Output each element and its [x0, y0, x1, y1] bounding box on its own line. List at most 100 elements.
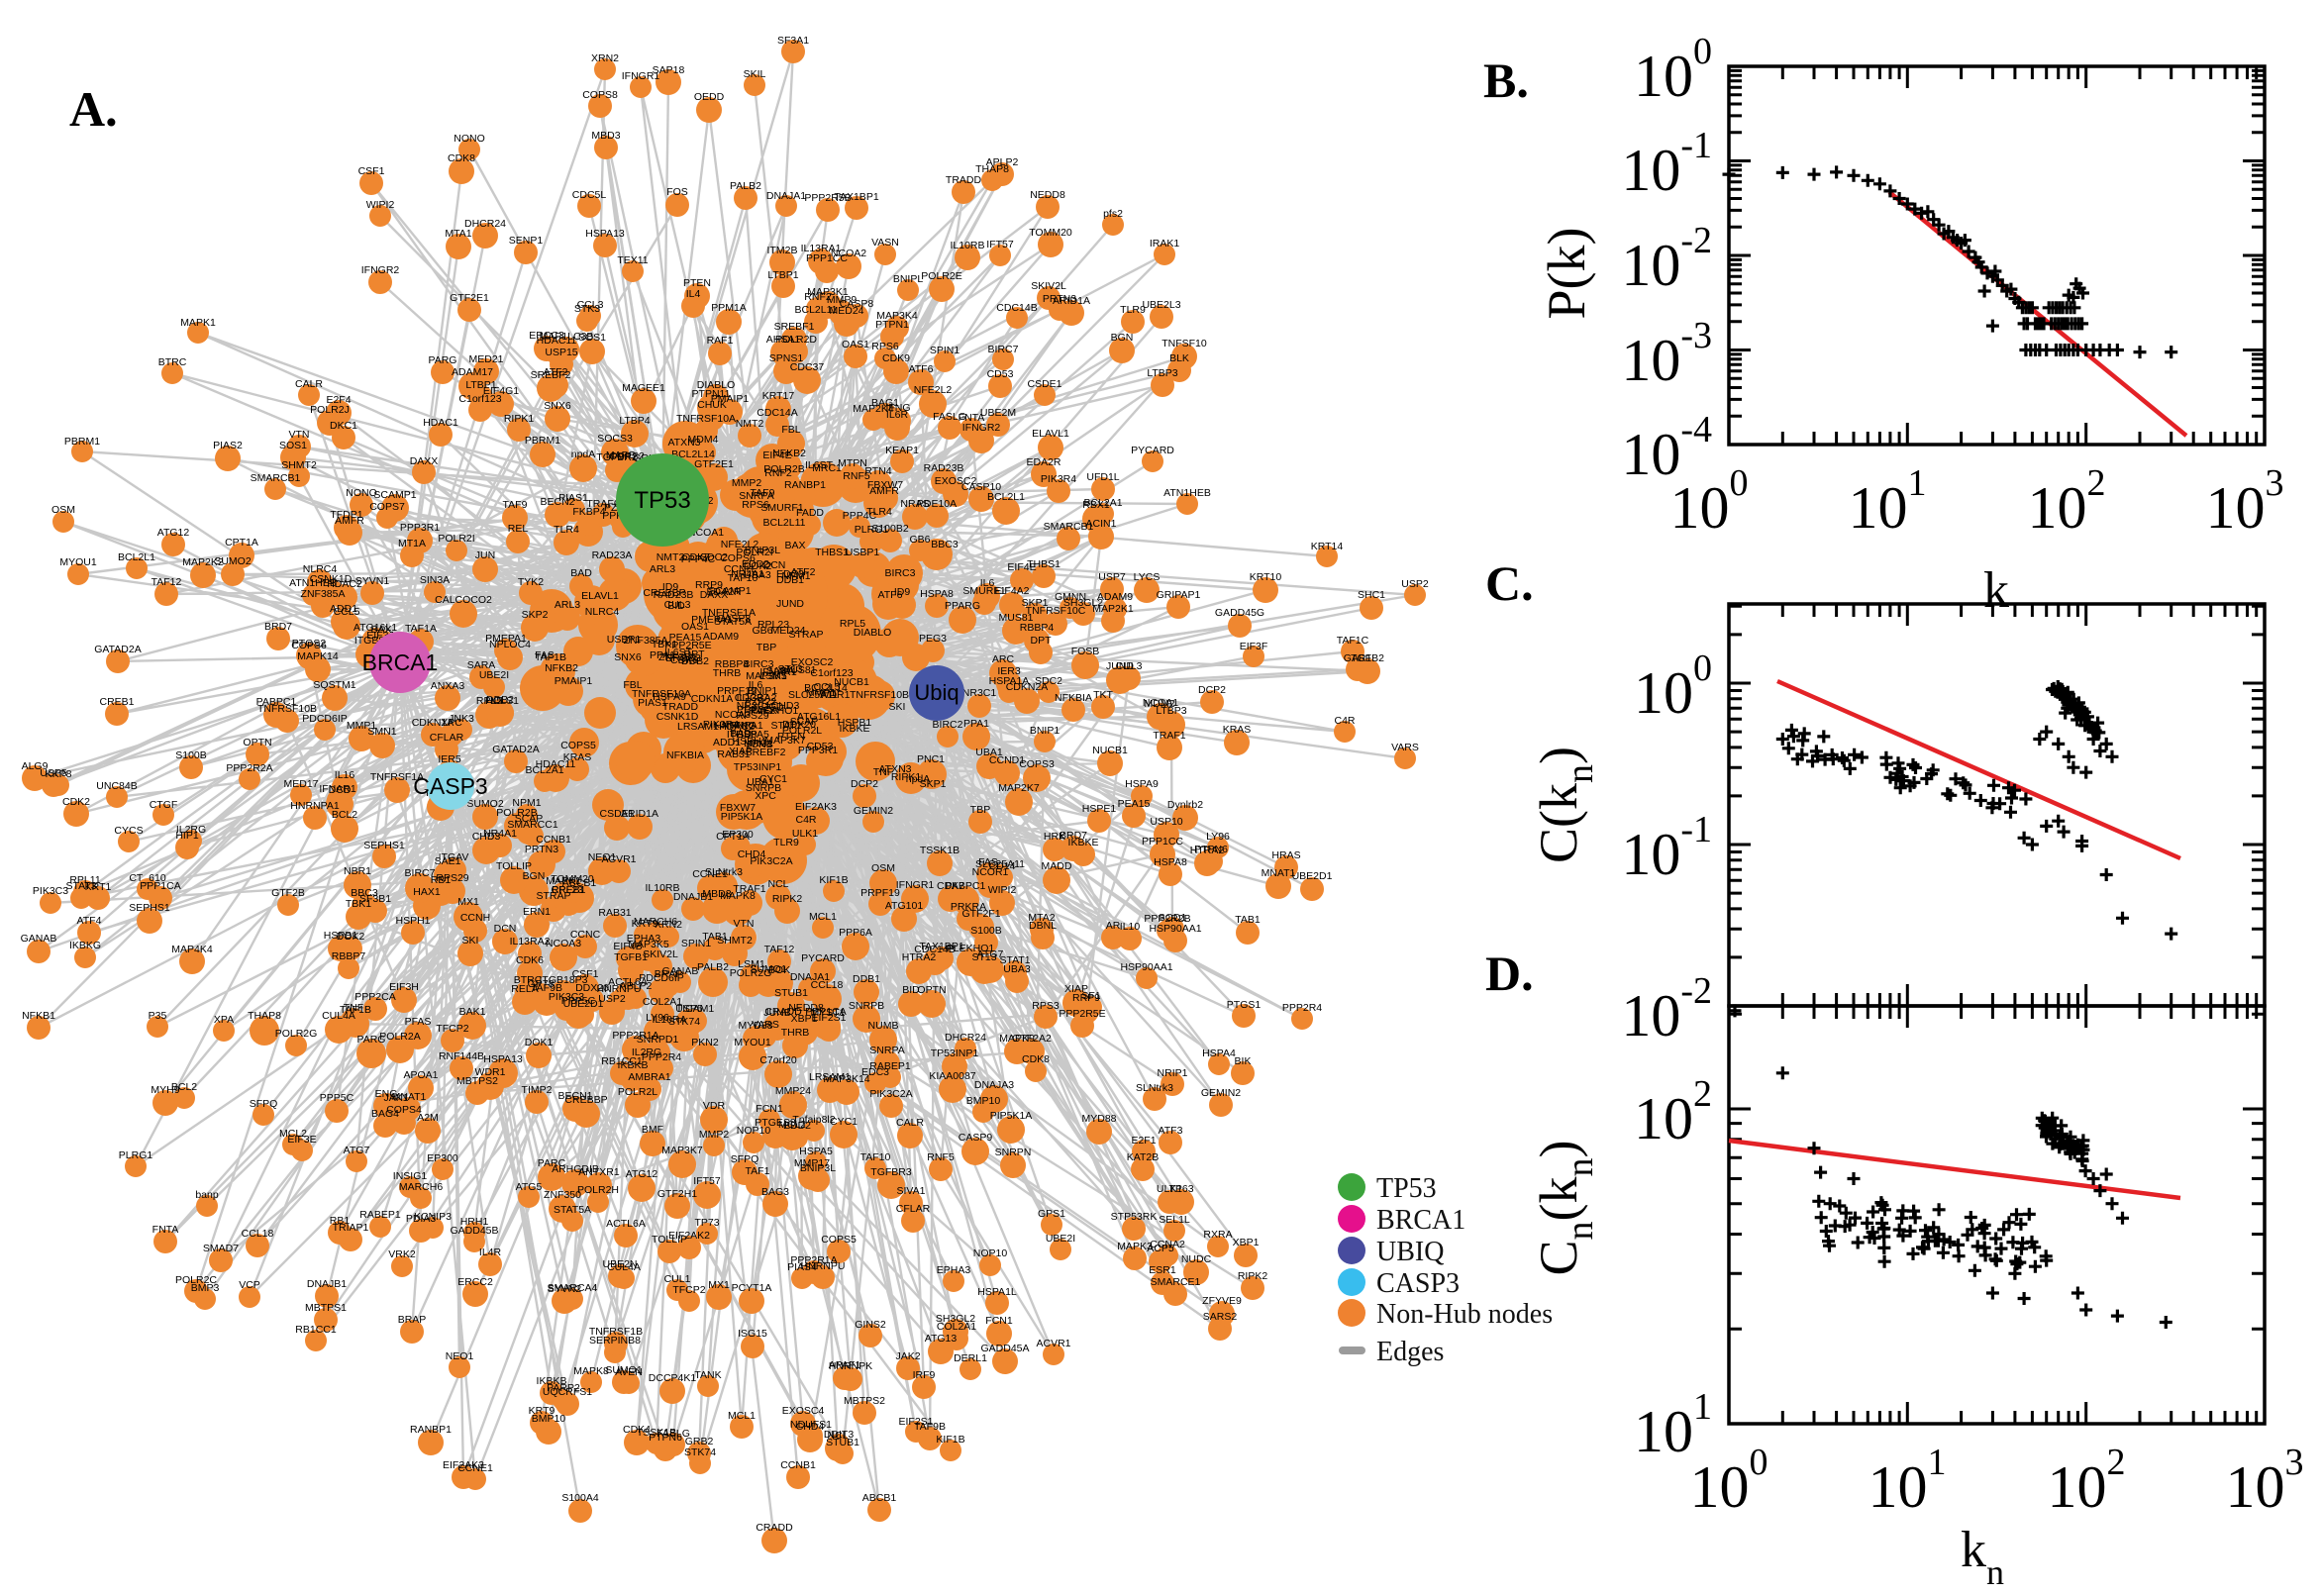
svg-text:IKBKB: IKBKB — [618, 1059, 649, 1071]
svg-text:EIF2AK2: EIF2AK2 — [668, 1230, 710, 1242]
svg-text:EIF3H: EIF3H — [389, 981, 419, 993]
svg-text:STAT1: STAT1 — [999, 954, 1030, 966]
svg-text:RXRA: RXRA — [1203, 1229, 1232, 1241]
svg-text:MYD88: MYD88 — [738, 1020, 772, 1032]
svg-text:ATF3: ATF3 — [1159, 1125, 1183, 1137]
svg-text:UBIQ: UBIQ — [1376, 1237, 1444, 1267]
svg-text:GADD45G: GADD45G — [1215, 607, 1264, 619]
svg-text:CDKN2A: CDKN2A — [1006, 681, 1049, 693]
svg-text:JAK1: JAK1 — [383, 1092, 408, 1104]
svg-text:MUS81: MUS81 — [998, 612, 1033, 624]
svg-text:HDAC2: HDAC2 — [719, 721, 755, 733]
svg-text:CDK7: CDK7 — [682, 551, 710, 563]
svg-text:MMP2: MMP2 — [699, 1129, 729, 1141]
svg-text:TBP: TBP — [757, 642, 776, 653]
svg-text:ACTL6A: ACTL6A — [606, 1218, 646, 1230]
svg-text:KRAS: KRAS — [1223, 724, 1252, 736]
svg-text:ATF2: ATF2 — [791, 566, 816, 578]
svg-text:HSPA13: HSPA13 — [483, 1053, 523, 1065]
svg-text:HNRNPA1: HNRNPA1 — [714, 720, 763, 732]
svg-text:LSM1: LSM1 — [759, 670, 787, 682]
svg-text:CFLAR: CFLAR — [896, 1203, 931, 1215]
svg-text:IER5: IER5 — [438, 753, 461, 765]
svg-text:CDKN1A: CDKN1A — [412, 717, 454, 729]
svg-text:RNF2: RNF2 — [764, 467, 792, 479]
svg-text:NBR1: NBR1 — [344, 865, 371, 877]
svg-text:ADD1: ADD1 — [713, 737, 741, 748]
svg-text:PMAIP1: PMAIP1 — [711, 393, 750, 405]
svg-text:SKP2: SKP2 — [522, 609, 549, 621]
svg-text:DKC1: DKC1 — [330, 420, 357, 432]
svg-text:AHSA1: AHSA1 — [766, 334, 801, 346]
svg-text:MAPK8: MAPK8 — [720, 890, 756, 902]
svg-text:NCOA2: NCOA2 — [831, 248, 866, 259]
svg-text:BLK: BLK — [1169, 352, 1189, 364]
svg-text:IRAK1: IRAK1 — [1150, 238, 1180, 249]
svg-text:NR3C1: NR3C1 — [737, 700, 771, 712]
svg-text:SPNS1: SPNS1 — [769, 352, 804, 364]
svg-text:PLEKHO1: PLEKHO1 — [947, 943, 995, 954]
svg-text:KRT10: KRT10 — [1250, 571, 1282, 583]
svg-text:CCL3: CCL3 — [577, 299, 604, 311]
svg-text:ATG16L1: ATG16L1 — [354, 622, 397, 634]
svg-text:RBBP4: RBBP4 — [715, 658, 750, 670]
svg-text:RNF5: RNF5 — [843, 470, 870, 482]
svg-text:BECN1: BECN1 — [557, 1090, 592, 1102]
svg-text:101: 101 — [1849, 462, 1927, 541]
svg-text:SMARCA4: SMARCA4 — [548, 1282, 598, 1294]
svg-text:DHCR24: DHCR24 — [464, 218, 506, 230]
svg-text:ARID1A: ARID1A — [621, 808, 658, 820]
svg-text:OSM: OSM — [51, 504, 75, 516]
svg-text:DDX20: DDX20 — [782, 719, 816, 731]
svg-text:CASP9: CASP9 — [959, 1132, 993, 1144]
svg-text:SF3A1: SF3A1 — [777, 35, 809, 47]
svg-text:EIF3F: EIF3F — [1240, 641, 1268, 652]
svg-text:PEA15: PEA15 — [669, 632, 702, 644]
svg-text:ACTL6A: ACTL6A — [608, 976, 648, 988]
svg-text:NEDD8: NEDD8 — [788, 1002, 824, 1014]
svg-text:PPP1CC: PPP1CC — [806, 252, 848, 264]
svg-text:PIK3C3: PIK3C3 — [33, 885, 68, 897]
svg-text:EIF4E: EIF4E — [762, 449, 791, 461]
svg-text:APLP2: APLP2 — [986, 156, 1019, 168]
svg-text:COPS2: COPS2 — [609, 450, 645, 462]
svg-text:CUL3: CUL3 — [664, 599, 691, 611]
svg-text:GB6: GB6 — [752, 625, 772, 637]
svg-text:COPS8: COPS8 — [582, 89, 618, 101]
svg-text:BCL2L11: BCL2L11 — [762, 517, 805, 529]
svg-text:SKI: SKI — [462, 935, 479, 947]
svg-text:BTRC: BTRC — [158, 356, 187, 368]
svg-text:P35: P35 — [149, 1010, 167, 1022]
svg-text:COL2A1: COL2A1 — [643, 996, 682, 1008]
svg-text:SMARCB1: SMARCB1 — [1044, 521, 1094, 533]
svg-text:HRH1: HRH1 — [460, 1216, 489, 1228]
svg-text:STRAP: STRAP — [788, 629, 823, 641]
svg-text:LTBP4: LTBP4 — [619, 415, 650, 427]
svg-text:SHMT2: SHMT2 — [717, 935, 753, 947]
svg-text:PPP3R1: PPP3R1 — [798, 745, 838, 756]
svg-text:HSPA8: HSPA8 — [1154, 856, 1187, 868]
svg-text:CASP3: CASP3 — [413, 773, 487, 799]
svg-text:MAGEE1: MAGEE1 — [622, 382, 665, 394]
svg-text:SERPINB8: SERPINB8 — [589, 1335, 641, 1347]
svg-text:RB1: RB1 — [431, 874, 452, 886]
svg-text:NFKB2: NFKB2 — [545, 662, 578, 674]
svg-text:FOS: FOS — [666, 186, 688, 198]
svg-text:NRIP1: NRIP1 — [1158, 1067, 1188, 1079]
svg-text:EXOSC2: EXOSC2 — [935, 475, 977, 487]
svg-text:B.: B. — [1483, 52, 1529, 108]
svg-text:NR4A1: NR4A1 — [731, 568, 764, 580]
svg-text:BIRC3: BIRC3 — [744, 658, 774, 670]
svg-text:S100A4: S100A4 — [561, 1492, 599, 1504]
svg-text:DOK2: DOK2 — [744, 560, 772, 572]
svg-text:EP300: EP300 — [427, 1152, 458, 1164]
svg-text:GPS1: GPS1 — [1038, 1208, 1065, 1220]
svg-text:ZNF350: ZNF350 — [658, 651, 696, 663]
svg-text:GAR1: GAR1 — [1344, 652, 1372, 664]
svg-text:SCAMP1: SCAMP1 — [373, 489, 416, 501]
svg-text:FBL: FBL — [781, 424, 800, 436]
svg-text:BBC3: BBC3 — [351, 887, 378, 899]
svg-text:npdA: npdA — [906, 773, 931, 785]
svg-text:ZFYVE9: ZFYVE9 — [1202, 1295, 1242, 1307]
svg-text:MYD88: MYD88 — [1081, 1113, 1116, 1125]
